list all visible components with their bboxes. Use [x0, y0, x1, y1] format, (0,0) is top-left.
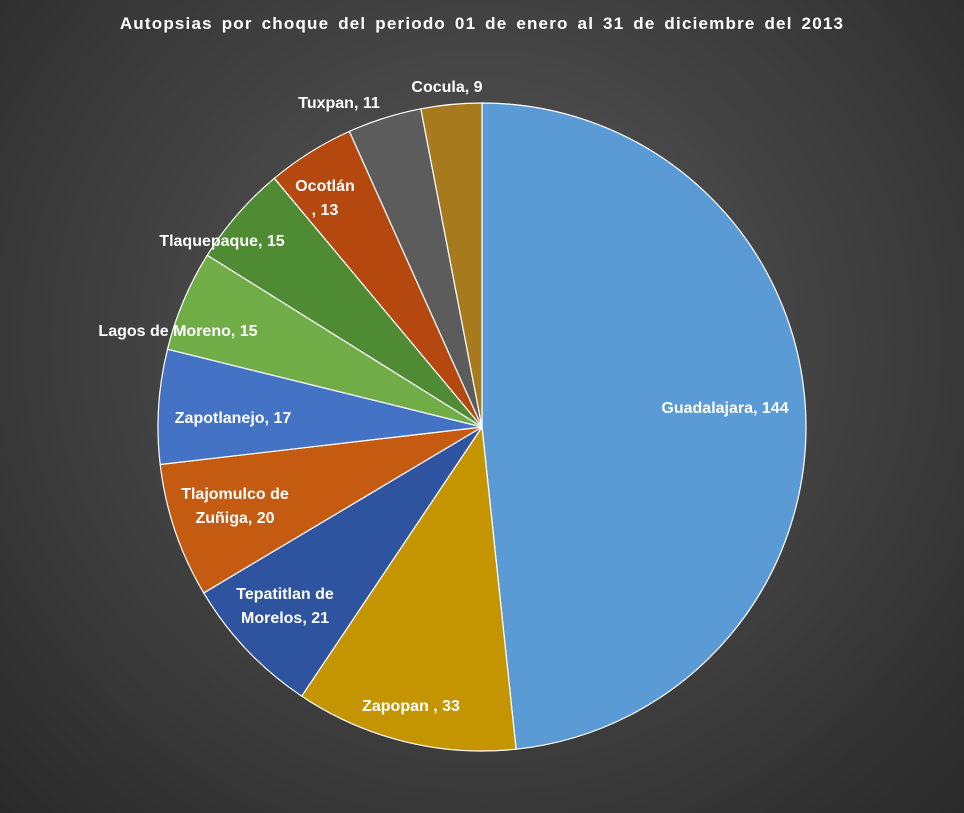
data-label-zapotlanejo: Zapotlanejo, 17 [175, 410, 292, 427]
data-label-tlajomulco-de-zu-iga: Tlajomulco de Zuñiga, 20 [181, 486, 289, 527]
pie-slice-guadalajara [481, 102, 807, 750]
pie-slice-tlajomulco-de-zu-iga [159, 426, 483, 594]
chart-title: Autopsias por choque del periodo 01 de e… [119, 14, 845, 33]
data-label-cocula: Cocula, 9 [411, 79, 482, 96]
data-label-zapopan: Zapopan , 33 [362, 698, 460, 715]
data-label-guadalajara: Guadalajara, 144 [661, 400, 788, 417]
data-label-lagos-de-moreno: Lagos de Moreno, 15 [98, 323, 257, 340]
data-label-tepatitlan-de-morelos: Tepatitlan de Morelos, 21 [236, 586, 334, 627]
data-label-tlaquepaque: Tlaquepaque, 15 [159, 233, 284, 250]
data-label-tuxpan: Tuxpan, 11 [298, 95, 380, 112]
pie-slice-tepatitlan-de-morelos [202, 426, 483, 697]
pie-slice-zapopan [300, 425, 517, 752]
pie-slice-cocula [420, 102, 483, 428]
data-label-ocotl-n: Ocotlán, 13 [295, 178, 355, 219]
